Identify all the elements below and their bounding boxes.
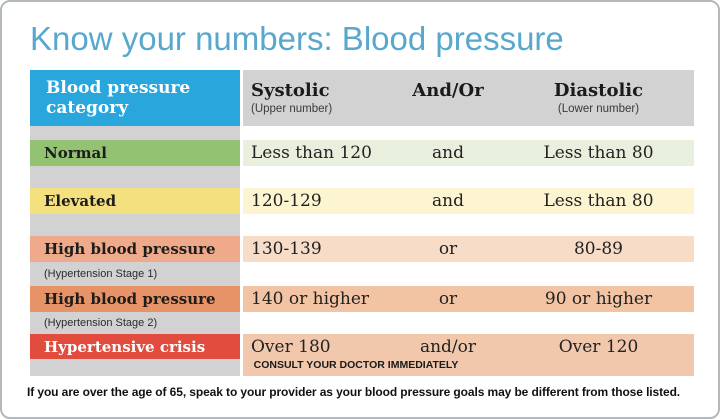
consult-note: CONSULT YOUR DOCTOR IMMEDIATELY bbox=[253, 359, 459, 371]
header-systolic-label: Systolic bbox=[251, 80, 330, 101]
connector-value: and bbox=[432, 143, 464, 163]
category-column-gap bbox=[30, 359, 240, 376]
values-gap bbox=[243, 214, 694, 236]
systolic-value: 130-139 bbox=[251, 239, 322, 259]
category-subtitle-stage2: (Hypertension Stage 2) bbox=[30, 312, 240, 334]
category-column-gap bbox=[30, 166, 240, 188]
blood-pressure-table: Blood pressure category Systolic (Upper … bbox=[30, 70, 694, 376]
values-gap bbox=[243, 312, 694, 334]
systolic-value: Over 180 bbox=[251, 336, 331, 357]
header-diastolic-label: Diastolic bbox=[553, 80, 644, 101]
category-label: High blood pressure bbox=[44, 290, 216, 308]
systolic-value: 140 or higher bbox=[251, 289, 370, 309]
header-systolic: Systolic (Upper number) bbox=[243, 81, 393, 126]
header-category-label: Blood pressure category bbox=[46, 78, 191, 118]
values-gap bbox=[243, 166, 694, 188]
subtitle-label: (Hypertension Stage 1) bbox=[44, 268, 158, 280]
diastolic-value: Over 120 bbox=[558, 336, 639, 357]
row-band-stage1: 130-139 or 80-89 bbox=[243, 236, 694, 262]
diastolic-value: Less than 80 bbox=[543, 191, 654, 211]
category-subtitle-stage1: (Hypertension Stage 1) bbox=[30, 262, 240, 286]
header-diastolic-subtitle: (Lower number) bbox=[557, 103, 640, 115]
row-band-stage2: 140 or higher or 90 or higher bbox=[243, 286, 694, 312]
row-band-elevated: 120-129 and Less than 80 bbox=[243, 188, 694, 214]
values-gap bbox=[243, 262, 694, 286]
category-cell-stage1: High blood pressure bbox=[30, 236, 240, 262]
category-column-gap bbox=[30, 126, 240, 140]
subtitle-label: (Hypertension Stage 2) bbox=[44, 317, 158, 329]
footer-note: If you are over the age of 65, speak to … bbox=[27, 385, 681, 399]
diastolic-value: Less than 80 bbox=[543, 143, 654, 163]
category-label: Hypertensive crisis bbox=[44, 337, 206, 356]
connector-value: and/or bbox=[419, 336, 477, 357]
connector-value: or bbox=[438, 239, 458, 259]
header-systolic-subtitle: (Upper number) bbox=[251, 103, 333, 115]
category-column-gap bbox=[30, 214, 240, 236]
row-band-crisis: Over 180 and/or Over 120 bbox=[243, 334, 694, 359]
page-title: Know your numbers: Blood pressure bbox=[30, 20, 564, 57]
connector-value: and bbox=[432, 191, 464, 211]
category-cell-stage2: High blood pressure bbox=[30, 286, 240, 312]
consult-note-band: CONSULT YOUR DOCTOR IMMEDIATELY bbox=[243, 359, 694, 376]
category-label: Elevated bbox=[44, 192, 117, 210]
connector-value: or bbox=[438, 289, 458, 309]
header-category-cell: Blood pressure category bbox=[30, 70, 240, 126]
diastolic-value: 80-89 bbox=[573, 239, 623, 259]
diastolic-value: 90 or higher bbox=[544, 289, 653, 309]
header-connector-label: And/Or bbox=[412, 80, 484, 101]
category-cell-normal: Normal bbox=[30, 140, 240, 166]
values-gap bbox=[243, 126, 694, 140]
header-values-band: Systolic (Upper number) And/Or Diastolic… bbox=[243, 70, 694, 126]
category-cell-crisis: Hypertensive crisis bbox=[30, 334, 240, 359]
row-band-normal: Less than 120 and Less than 80 bbox=[243, 140, 694, 166]
header-connector: And/Or bbox=[393, 81, 503, 126]
systolic-value: 120-129 bbox=[251, 191, 322, 211]
category-label: Normal bbox=[44, 144, 107, 162]
category-label: High blood pressure bbox=[44, 240, 216, 258]
header-diastolic: Diastolic (Lower number) bbox=[503, 81, 694, 126]
systolic-value: Less than 120 bbox=[251, 143, 372, 163]
category-cell-elevated: Elevated bbox=[30, 188, 240, 214]
